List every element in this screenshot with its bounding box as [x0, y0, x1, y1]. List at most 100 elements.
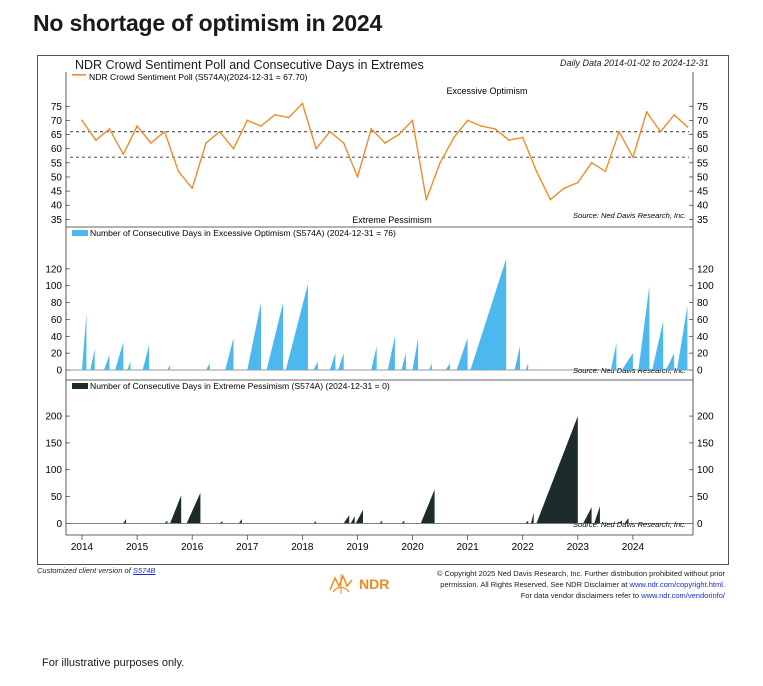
- streak-area: [90, 348, 95, 370]
- streak-area: [313, 521, 317, 524]
- streak-area: [420, 489, 435, 524]
- streak-area: [266, 302, 284, 370]
- y-tick-label-left: 150: [45, 438, 62, 449]
- streak-area: [285, 284, 308, 370]
- y-tick-label-right: 40: [697, 332, 709, 343]
- sentiment-point: [549, 198, 552, 201]
- y-tick-label-right: 120: [697, 264, 714, 275]
- x-tick-label: 2018: [291, 542, 314, 553]
- x-axis: 2014 2015 2016 2017 2018 2019 2020 2021 2022 2023…: [65, 72, 694, 553]
- y-tick-label-left: 200: [45, 412, 62, 423]
- source-label: Source: Ned Davis Research, Inc.: [573, 211, 686, 220]
- y-tick-label-left: 100: [45, 465, 62, 476]
- sentiment-point: [576, 181, 579, 184]
- copyright-line-1: © Copyright 2025 Ned Davis Research, Inc…: [436, 569, 725, 578]
- sentiment-point: [122, 153, 125, 156]
- y-tick-label-right: 55: [697, 158, 709, 169]
- streak-area: [594, 506, 600, 524]
- x-tick-label: 2023: [567, 542, 590, 553]
- streak-area: [666, 353, 675, 370]
- copyright-link[interactable]: www.ndr.com/copyright.html.: [629, 580, 725, 589]
- streak-area: [350, 516, 355, 524]
- streak-area: [525, 363, 529, 370]
- y-tick-label-left: 0: [56, 366, 62, 377]
- streak-area: [514, 346, 520, 370]
- sentiment-point: [329, 130, 331, 133]
- y-tick-label-left: 120: [45, 264, 62, 275]
- client-version-link[interactable]: S574B: [132, 566, 156, 575]
- y-tick-label-right: 45: [697, 187, 709, 198]
- vendor-link[interactable]: www.ndr.com/vendorinfo/: [641, 591, 725, 600]
- streak-area: [142, 344, 150, 370]
- sentiment-point: [191, 187, 194, 190]
- sentiment-point: [163, 130, 166, 133]
- copyright-line-2: permission. All Rights Reserved. See NDR…: [395, 579, 725, 590]
- vendor-line: For data vendor disclaimers refer to www…: [395, 590, 725, 601]
- streak-area: [104, 354, 110, 370]
- y-tick-label-left: 35: [51, 215, 63, 226]
- y-tick-label-right: 75: [697, 102, 709, 113]
- streak-area: [619, 520, 622, 524]
- chart-title: NDR Crowd Sentiment Poll and Consecutive…: [75, 58, 424, 72]
- streak-area: [624, 518, 629, 524]
- sentiment-point: [590, 161, 593, 164]
- x-tick-label: 2016: [181, 542, 204, 553]
- streak-area: [610, 343, 617, 370]
- streak-area: [531, 512, 534, 524]
- streak-area: [355, 509, 363, 524]
- y-tick-label-left: 65: [51, 130, 63, 141]
- y-tick-label-right: 35: [697, 215, 709, 226]
- sentiment-point: [177, 170, 180, 173]
- sentiment-point: [508, 139, 510, 142]
- streak-area: [167, 364, 171, 370]
- streak-area: [225, 338, 234, 370]
- streak-area: [379, 520, 383, 524]
- source-label: Source: Ned Davis Research, Inc.: [573, 366, 686, 375]
- client-version-text: Customized client version of: [37, 566, 131, 575]
- sentiment-point: [659, 130, 662, 133]
- sentiment-point: [425, 198, 428, 201]
- y-tick-label-right: 60: [697, 144, 709, 155]
- y-tick-label-left: 45: [51, 187, 63, 198]
- sentiment-point: [397, 133, 400, 136]
- sentiment-point: [604, 170, 607, 173]
- y-tick-label-right: 0: [697, 519, 703, 530]
- streak-area: [470, 258, 507, 370]
- y-tick-label-right: 40: [697, 201, 709, 212]
- sentiment-point: [686, 126, 689, 128]
- y-tick-label-left: 60: [51, 315, 63, 326]
- streak-area: [239, 519, 242, 524]
- streak-area: [652, 321, 664, 370]
- ndr-logo: NDR: [327, 572, 389, 596]
- sentiment-point: [246, 119, 249, 122]
- streak-area: [371, 346, 377, 370]
- streak-area: [247, 302, 261, 370]
- streak-area: [525, 520, 529, 524]
- sentiment-point: [618, 130, 621, 133]
- sentiment-point: [632, 156, 634, 159]
- streak-area: [445, 363, 450, 370]
- x-tick-label: 2014: [71, 542, 94, 553]
- y-tick-label-right: 100: [697, 281, 714, 292]
- x-tick-label: 2017: [236, 542, 259, 553]
- sentiment-point: [315, 147, 318, 150]
- logo-text: NDR: [359, 576, 390, 592]
- streak-area: [621, 353, 633, 370]
- streak-area: [401, 520, 405, 524]
- sentiment-point: [411, 119, 414, 122]
- sentiment-point: [370, 128, 373, 130]
- sentiment-point: [439, 161, 441, 164]
- y-tick-label-right: 200: [697, 412, 714, 423]
- sentiment-point: [108, 128, 111, 130]
- streak-area: [677, 305, 688, 370]
- sentiment-point: [452, 136, 455, 139]
- y-tick-label-right: 20: [697, 349, 709, 360]
- y-tick-label-left: 75: [51, 102, 63, 113]
- client-version-note: Customized client version of S574B: [37, 566, 155, 575]
- streak-area: [401, 353, 406, 370]
- streak-area: [456, 338, 468, 370]
- sentiment-point: [301, 102, 304, 105]
- streak-area: [583, 507, 592, 524]
- streak-area: [536, 416, 578, 524]
- streak-area: [170, 495, 182, 524]
